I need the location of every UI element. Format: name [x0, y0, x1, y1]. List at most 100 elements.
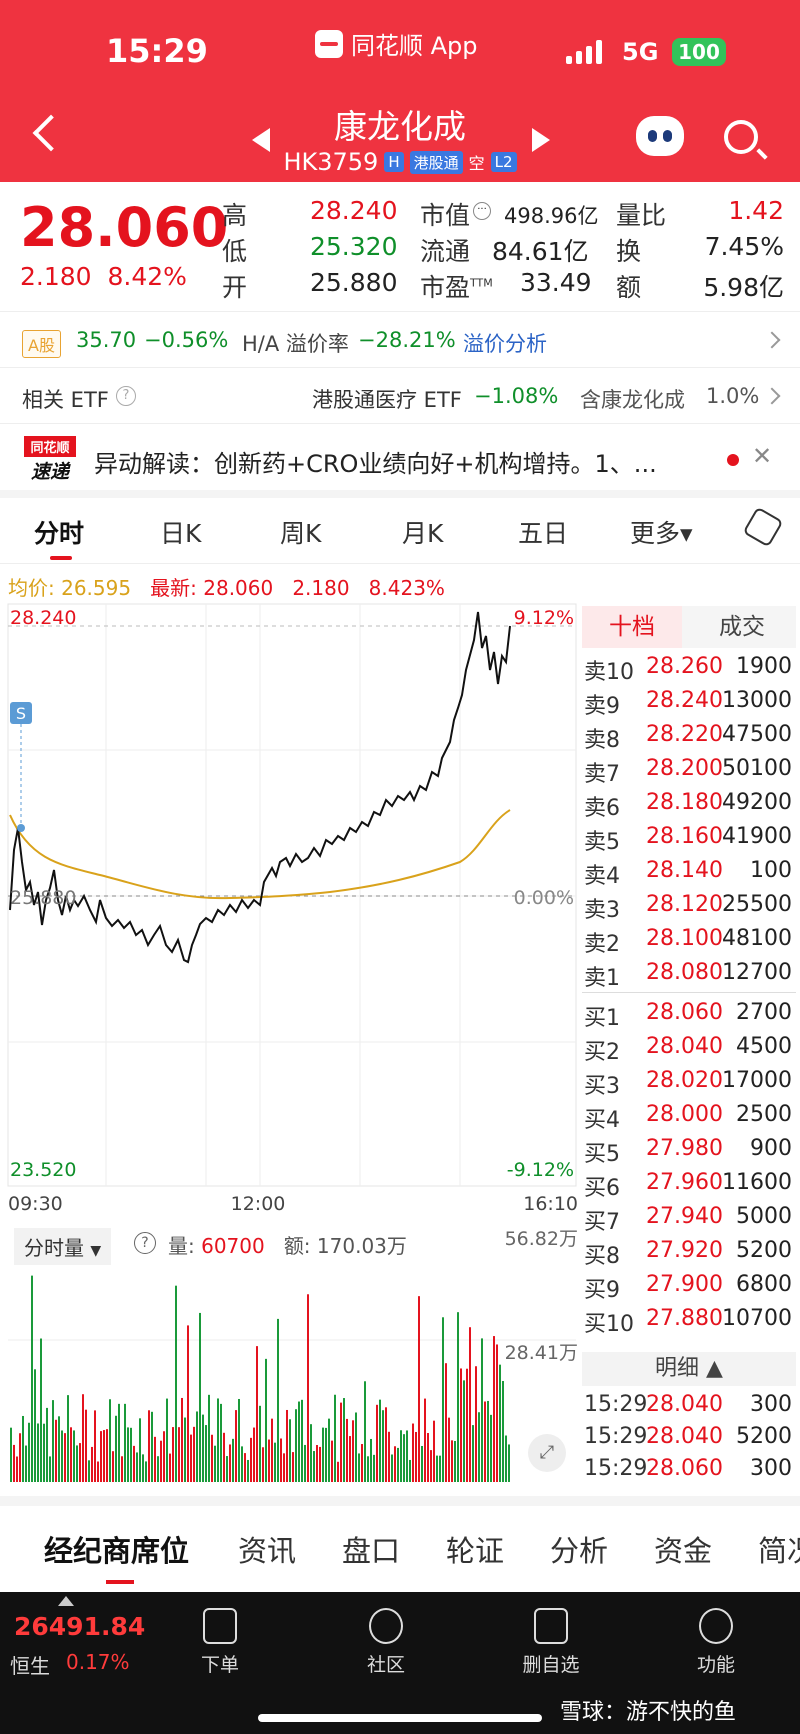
ask-row[interactable]: 卖6 28.180 49200: [582, 786, 796, 821]
next-stock-icon[interactable]: [532, 128, 550, 152]
volume-bar: [391, 1454, 393, 1482]
bid-row[interactable]: 买9 27.900 6800: [582, 1268, 796, 1303]
fullscreen-icon[interactable]: ⤢: [528, 1434, 566, 1472]
a-share-row[interactable]: A股 35.70 −0.56% H/A 溢价率 −28.21% 溢价分析: [0, 312, 800, 368]
tab-trades[interactable]: 成交: [719, 614, 765, 640]
tab-five-day[interactable]: 五日: [518, 519, 569, 548]
mid-price-label: 25.880: [10, 887, 76, 909]
expand-up-icon[interactable]: [58, 1596, 74, 1606]
level-price: 27.960: [646, 1170, 723, 1195]
amount-value: 5.98亿: [703, 273, 784, 302]
ask-row[interactable]: 卖9 28.240 13000: [582, 684, 796, 719]
ask-row[interactable]: 卖8 28.220 47500: [582, 718, 796, 753]
tab-monthly-k[interactable]: 月K: [402, 519, 444, 548]
level-volume: 49200: [722, 790, 792, 815]
bid-row[interactable]: 买8 27.920 5200: [582, 1234, 796, 1269]
ask-row[interactable]: 卖7 28.200 50100: [582, 752, 796, 787]
level-volume: 25500: [722, 892, 792, 917]
tab-daily-k[interactable]: 日K: [160, 519, 202, 548]
tab-order-book[interactable]: 盘口: [342, 1534, 401, 1568]
volume-bar: [301, 1399, 303, 1482]
ask-row[interactable]: 卖2 28.100 48100: [582, 922, 796, 957]
etf-row[interactable]: 相关 ETF ? 港股通医疗 ETF −1.08% 含康龙化成 1.0%: [0, 368, 800, 424]
volume-bar: [169, 1453, 171, 1482]
level-volume: 1900: [736, 654, 792, 679]
level-price: 28.220: [646, 722, 723, 747]
volume-bar: [325, 1427, 327, 1482]
bid-row[interactable]: 买3 28.020 17000: [582, 1064, 796, 1099]
level-volume: 47500: [722, 722, 792, 747]
news-row[interactable]: 同花顺 速递 异动解读：创新药+CRO业绩向好+机构增持。1、... ✕: [0, 424, 800, 498]
market-cap-value: 498.96亿: [504, 204, 599, 228]
bid-row[interactable]: 买4 28.000 2500: [582, 1098, 796, 1133]
level-label: 卖6: [584, 796, 620, 821]
tab-weekly-k[interactable]: 周K: [280, 519, 322, 548]
volume-bar: [277, 1318, 279, 1482]
chart-change-pct: 8.423%: [368, 576, 445, 600]
volume-bar: [247, 1459, 249, 1482]
bid-row[interactable]: 买6 27.960 11600: [582, 1166, 796, 1201]
ask-row[interactable]: 卖10 28.260 1900: [582, 650, 796, 685]
tab-intraday[interactable]: 分时: [34, 519, 85, 548]
more-info-icon[interactable]: ···: [473, 202, 491, 220]
ask-row[interactable]: 卖1 28.080 12700: [582, 956, 796, 991]
book-separator: [582, 992, 796, 993]
detail-toggle[interactable]: 明细 ▲: [582, 1352, 796, 1386]
tab-warrants[interactable]: 轮证: [446, 1534, 505, 1568]
nav-functions[interactable]: 功能: [656, 1602, 776, 1677]
ask-row[interactable]: 卖5 28.160 41900: [582, 820, 796, 855]
volume-bar: [298, 1401, 300, 1482]
assistant-robot-icon[interactable]: [636, 116, 684, 156]
tab-profile[interactable]: 简况: [758, 1534, 800, 1568]
volume-bar: [466, 1368, 468, 1482]
hsi-value[interactable]: 26491.84: [14, 1612, 146, 1641]
ask-row[interactable]: 卖3 28.120 25500: [582, 888, 796, 923]
bid-row[interactable]: 买2 28.040 4500: [582, 1030, 796, 1065]
volume-bar: [463, 1380, 465, 1482]
bid-row[interactable]: 买7 27.940 5000: [582, 1200, 796, 1235]
intraday-chart[interactable]: S 28.240 25.880 23.520 9.12% 0.00% -9.12…: [0, 600, 580, 1220]
bid-row[interactable]: 买10 27.880 10700: [582, 1302, 796, 1337]
tab-broker-seats[interactable]: 经纪商席位: [44, 1534, 190, 1568]
ask-row[interactable]: 卖4 28.140 100: [582, 854, 796, 889]
tab-more[interactable]: 更多▾: [630, 519, 693, 548]
volume-bar: [79, 1443, 81, 1482]
amount-label: 额: [616, 273, 642, 302]
nav-community[interactable]: 社区: [326, 1602, 446, 1677]
volume-bar: [403, 1434, 405, 1482]
prev-stock-icon[interactable]: [252, 128, 270, 152]
volume-bar: [451, 1440, 453, 1482]
pe-value: 33.49: [520, 268, 592, 297]
volume-selector[interactable]: 分时量 ▼: [14, 1228, 112, 1265]
nav-remove-watchlist[interactable]: 删自选: [491, 1602, 611, 1677]
tab-capital[interactable]: 资金: [654, 1534, 713, 1568]
tab-ten-levels[interactable]: 十档: [582, 606, 682, 648]
nav-order[interactable]: 下单: [160, 1602, 280, 1677]
trade-row: 15:29 28.040 300: [582, 1388, 796, 1422]
level-price: 28.040: [646, 1034, 723, 1059]
settings-icon[interactable]: [742, 506, 784, 548]
volume-bar: [367, 1456, 369, 1482]
bid-row[interactable]: 买5 27.980 900: [582, 1132, 796, 1167]
search-icon[interactable]: [724, 120, 758, 154]
volume-bar: [394, 1446, 396, 1482]
volume-bar: [208, 1394, 210, 1482]
hsi-pct: 0.17%: [66, 1650, 130, 1674]
tab-analysis[interactable]: 分析: [550, 1534, 609, 1568]
volume-bar: [244, 1453, 246, 1482]
bid-row[interactable]: 买1 28.060 2700: [582, 996, 796, 1031]
tab-news[interactable]: 资讯: [238, 1534, 297, 1568]
close-icon[interactable]: ✕: [752, 442, 773, 470]
level-label: 卖3: [584, 898, 620, 923]
volume-help-icon[interactable]: ?: [134, 1232, 156, 1254]
volume-ratio-label: 量比: [616, 201, 667, 230]
volume-bar: [241, 1446, 243, 1482]
community-icon: [369, 1608, 403, 1644]
level-price: 27.940: [646, 1204, 723, 1229]
s-marker[interactable]: S: [10, 702, 32, 832]
premium-analysis-link[interactable]: 溢价分析: [463, 332, 547, 356]
volume-bar: [142, 1454, 144, 1482]
level-label: 买4: [584, 1108, 620, 1133]
volume-bar: [181, 1397, 183, 1482]
help-icon[interactable]: ?: [116, 386, 136, 406]
